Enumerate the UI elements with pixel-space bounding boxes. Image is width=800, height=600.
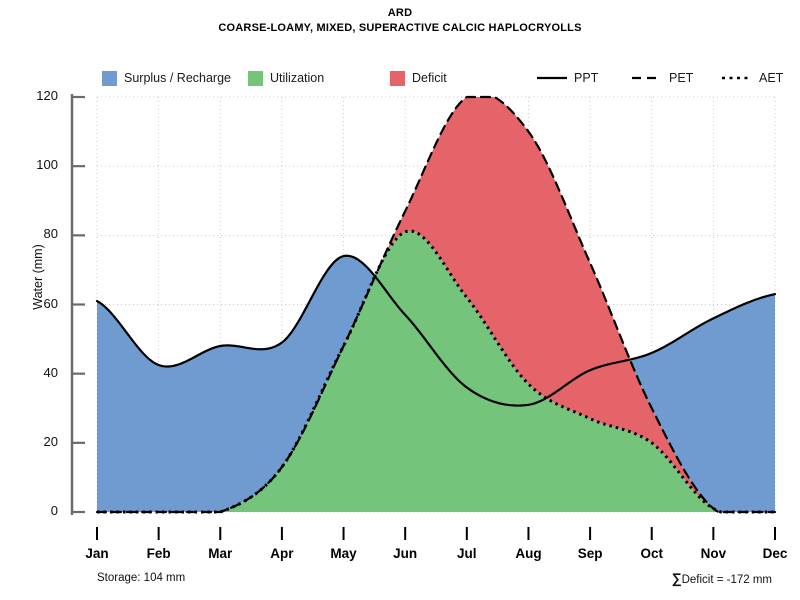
series-line-aet bbox=[97, 229, 776, 514]
legend-item-ppt: PPT bbox=[537, 68, 598, 88]
legend-swatch-deficit bbox=[390, 70, 405, 86]
x-tick-nov: Nov bbox=[700, 546, 727, 561]
title-line-2: COARSE-LOAMY, MIXED, SUPERACTIVE CALCIC … bbox=[218, 22, 582, 34]
x-tick-jun: Jun bbox=[393, 546, 418, 561]
x-tick-jul: Jul bbox=[457, 546, 477, 561]
legend-label-surplus: Surplus / Recharge bbox=[124, 71, 232, 85]
y-tick-60: 60 bbox=[43, 295, 58, 311]
legend-line-aet-icon bbox=[722, 71, 752, 85]
legend-label-pet: PET bbox=[669, 71, 694, 85]
legend-item-surplus: Surplus / Recharge bbox=[102, 68, 231, 88]
legend-label-aet: AET bbox=[759, 71, 784, 85]
y-tick-40: 40 bbox=[43, 364, 58, 380]
legend-swatch-surplus bbox=[102, 70, 117, 86]
band-utilization bbox=[222, 230, 722, 513]
series-line-ppt bbox=[95, 254, 777, 407]
y-tick-80: 80 bbox=[43, 226, 58, 242]
x-tick-may: May bbox=[330, 546, 357, 561]
x-tick-apr: Apr bbox=[270, 546, 294, 561]
legend-item-aet: AET bbox=[722, 68, 783, 88]
x-tick-dec: Dec bbox=[762, 546, 788, 561]
legend-item-pet: PET bbox=[632, 68, 693, 88]
y-tick-20: 20 bbox=[43, 433, 58, 449]
legend-swatch-utilization bbox=[248, 70, 263, 86]
deficit-total-note: ∑Deficit = -172 mm bbox=[672, 570, 772, 586]
band-surplus-recharge bbox=[97, 255, 775, 513]
y-tick-0: 0 bbox=[50, 503, 58, 518]
legend-line-pet-icon bbox=[632, 71, 662, 85]
legend-item-utilization: Utilization bbox=[248, 68, 324, 88]
x-tick-feb: Feb bbox=[146, 546, 171, 561]
x-tick-oct: Oct bbox=[640, 546, 663, 561]
y-tick-100: 100 bbox=[36, 157, 58, 173]
x-tick-mar: Mar bbox=[208, 546, 233, 561]
deficit-total-text: Deficit = -172 mm bbox=[681, 574, 772, 586]
chart-title: ARD COARSE-LOAMY, MIXED, SUPERACTIVE CAL… bbox=[0, 6, 800, 36]
title-line-1: ARD bbox=[387, 7, 413, 19]
x-tick-aug: Aug bbox=[515, 546, 542, 561]
legend-label-deficit: Deficit bbox=[412, 71, 447, 85]
y-tick-120: 120 bbox=[36, 88, 58, 103]
chart-legend: Surplus / Recharge Utilization Deficit P… bbox=[0, 68, 800, 88]
sigma-icon: ∑ bbox=[671, 570, 682, 586]
legend-label-utilization: Utilization bbox=[270, 71, 325, 85]
legend-item-deficit: Deficit bbox=[390, 68, 447, 88]
x-tick-jan: Jan bbox=[85, 546, 109, 561]
axis-spines bbox=[70, 94, 776, 540]
x-tick-sep: Sep bbox=[577, 546, 603, 561]
legend-line-ppt-icon bbox=[537, 71, 567, 85]
storage-note: Storage: 104 mm bbox=[97, 572, 186, 584]
legend-label-ppt: PPT bbox=[574, 71, 599, 85]
